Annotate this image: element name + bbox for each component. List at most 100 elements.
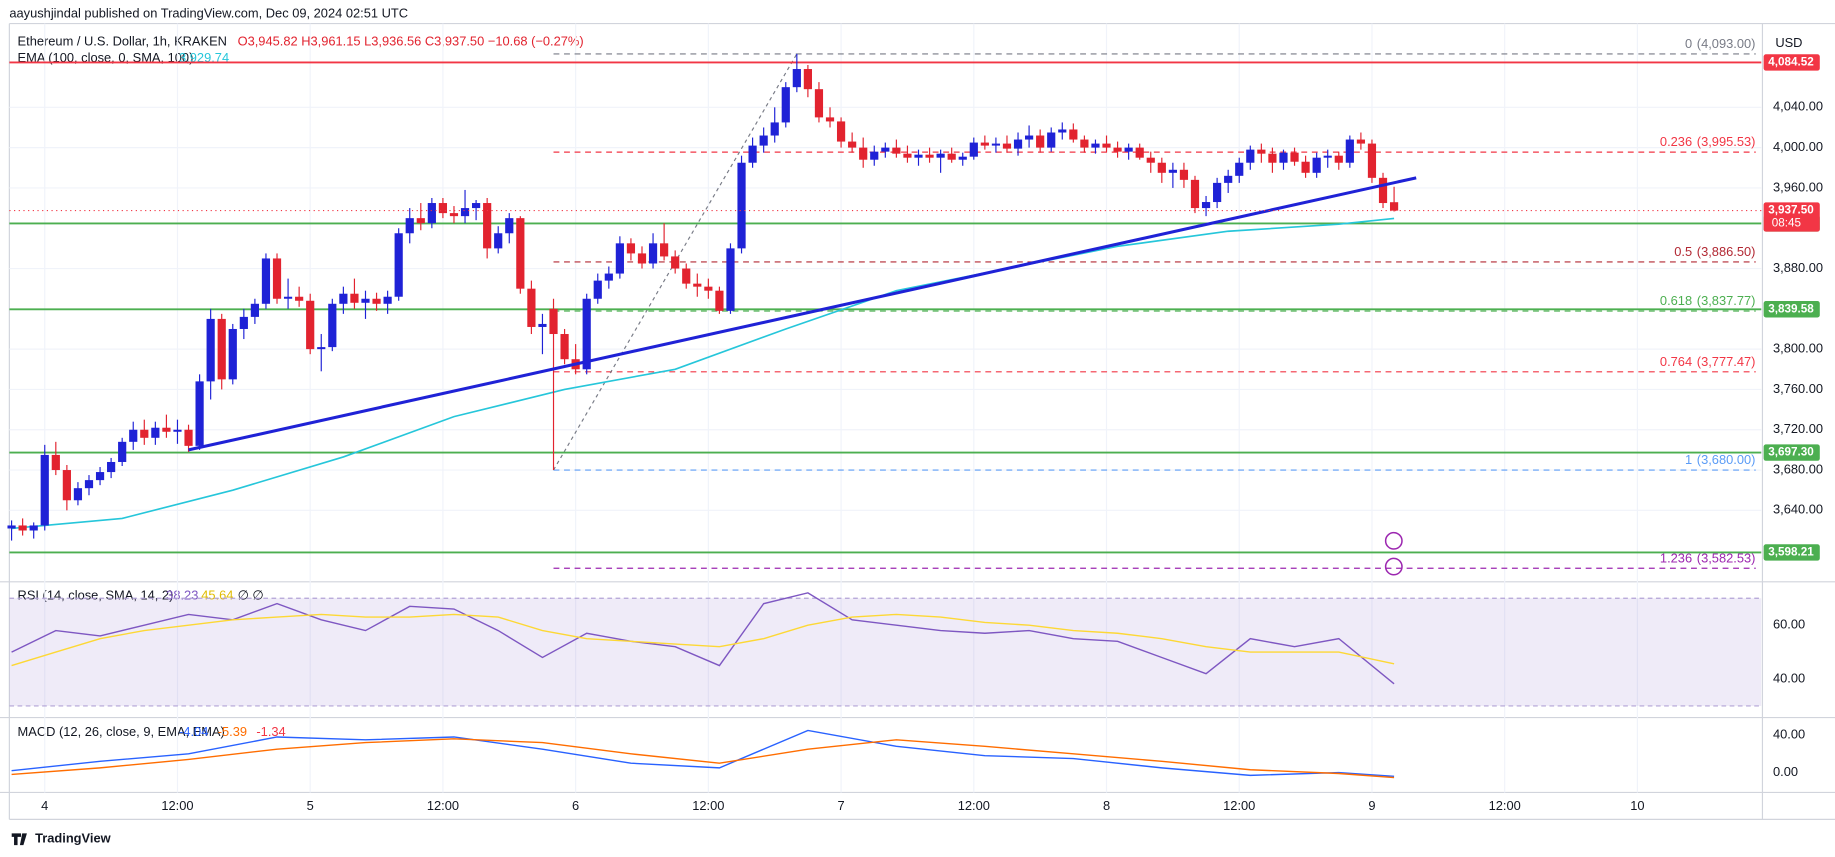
candle-body	[7, 525, 16, 529]
candle-body	[449, 213, 459, 217]
event-icon[interactable]	[1384, 557, 1403, 576]
ema-line	[11, 217, 1395, 530]
fib-ratio: 1	[1685, 452, 1692, 467]
candle-body	[1334, 155, 1343, 163]
candle-body	[1367, 143, 1377, 178]
candle-body	[1080, 139, 1089, 148]
candle-body	[1025, 135, 1034, 140]
candle-body	[306, 300, 315, 350]
candle-body	[73, 488, 83, 501]
candle-body	[427, 203, 436, 224]
candle-body	[671, 256, 680, 269]
candle-body	[947, 153, 956, 160]
candle-body	[715, 290, 724, 311]
candle-body	[1257, 149, 1266, 154]
candle-body	[593, 280, 602, 299]
y-tick-label: 3,760.00	[1773, 381, 1823, 396]
candle-body	[505, 218, 514, 234]
candle-body	[781, 87, 790, 123]
candle-body	[1301, 161, 1310, 173]
candle-body	[792, 69, 801, 88]
candle-body	[339, 293, 348, 304]
fib-label: (4,093.00)	[1697, 36, 1756, 51]
candle-body	[903, 153, 912, 158]
candle-body	[770, 122, 779, 136]
candle-body	[206, 318, 215, 382]
candle-body	[1201, 202, 1211, 209]
candle-body	[1124, 147, 1133, 152]
y-tick-label: 40.00	[1773, 670, 1805, 685]
candle-body	[759, 135, 768, 146]
last-price-badge	[1763, 202, 1820, 232]
candle-body	[1157, 162, 1166, 173]
candle-body	[1113, 147, 1122, 152]
candle-body	[1102, 143, 1111, 148]
fib-label: (3,886.50)	[1697, 244, 1756, 259]
candle-body	[1279, 152, 1288, 163]
candle-body	[494, 233, 503, 249]
candle-body	[107, 461, 116, 473]
candle-body	[1213, 182, 1222, 203]
level-badge	[1763, 301, 1820, 318]
candle-body	[637, 253, 647, 264]
fib-label: (3,777.47)	[1697, 354, 1756, 369]
x-tick-label: 12:00	[958, 798, 990, 813]
candle-body	[582, 298, 591, 370]
footer: TradingView	[35, 831, 112, 846]
candle-body	[1312, 157, 1321, 173]
fib-ratio: 0.236	[1660, 134, 1692, 149]
candle-body	[383, 296, 392, 304]
x-tick-label: 12:00	[1489, 798, 1521, 813]
candle-body	[1013, 139, 1023, 149]
macd-line	[11, 729, 1395, 778]
x-tick-label: 4	[41, 798, 48, 813]
trendline	[188, 176, 1417, 452]
candle-body	[272, 258, 282, 299]
fib-ratio: 0.764	[1660, 354, 1692, 369]
x-tick-label: 6	[572, 798, 579, 813]
fib-label: (3,837.77)	[1697, 293, 1756, 308]
candle-body	[151, 427, 160, 438]
candle-body	[1378, 177, 1388, 204]
candle-body	[217, 318, 226, 380]
macd-value: -4.04	[179, 724, 208, 739]
candle-body	[1356, 139, 1365, 144]
candle-body	[1290, 152, 1299, 162]
level-label: 3,697.30	[1768, 446, 1814, 459]
candle-body	[1389, 202, 1399, 211]
level-badge	[1763, 54, 1820, 71]
candle-body	[682, 268, 691, 284]
fib-ratio: 0	[1685, 36, 1692, 51]
candle-body	[693, 283, 702, 287]
candle-body	[814, 89, 824, 118]
rsi-line	[11, 613, 1395, 667]
candle-body	[1168, 169, 1177, 173]
candle-body	[1047, 132, 1056, 148]
event-icon[interactable]	[1384, 531, 1403, 550]
candle-body	[162, 427, 171, 432]
y-tick-label: 3,720.00	[1773, 421, 1823, 436]
y-tick-label: 0.00	[1773, 764, 1798, 779]
candle-body	[881, 147, 890, 152]
candle-body	[936, 153, 945, 158]
macd-legend: MACD (12, 26, close, 9, EMA, EMA)	[18, 724, 225, 739]
candle-body	[118, 441, 127, 462]
candle-body	[40, 454, 49, 526]
candle-body	[295, 296, 304, 301]
candle-body	[848, 141, 857, 148]
y-tick-label: 3,960.00	[1773, 179, 1823, 194]
level-badge	[1763, 444, 1820, 461]
candle-body	[416, 218, 425, 224]
y-tick-label: 60.00	[1773, 617, 1805, 632]
x-tick-label: 12:00	[427, 798, 459, 813]
level-label: 4,084.52	[1768, 56, 1814, 69]
candle-body	[405, 218, 414, 234]
candle-body	[626, 243, 636, 254]
candle-body	[239, 316, 248, 329]
candle-body	[991, 143, 1001, 146]
candle-body	[1146, 157, 1155, 163]
candle-body	[980, 142, 989, 146]
candle-body	[803, 69, 812, 90]
candle-body	[1091, 143, 1100, 148]
